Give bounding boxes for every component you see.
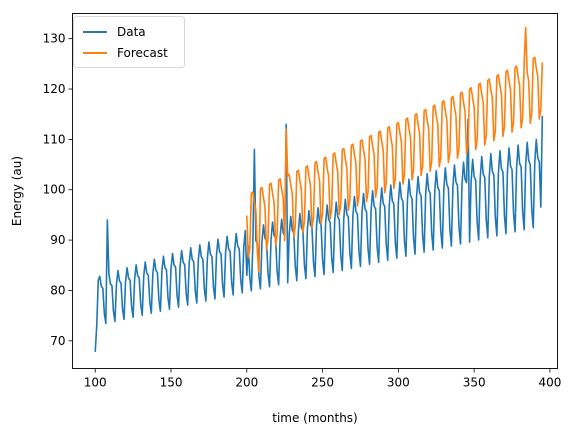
x-axis-label: time (months) [272, 411, 358, 425]
legend: Data Forecast [73, 16, 185, 68]
y-tick-label: 100 [43, 183, 66, 197]
series-layer [94, 26, 544, 352]
x-tick-label: 100 [84, 376, 107, 390]
y-tick-label: 90 [50, 233, 65, 247]
x-tick-label: 250 [311, 376, 334, 390]
y-tick-label: 80 [50, 283, 65, 297]
legend-box [73, 16, 185, 68]
y-axis-label: Energy (au) [10, 156, 24, 226]
x-tick-label: 200 [235, 376, 258, 390]
plot-frame [72, 13, 558, 369]
legend-label-data: Data [117, 25, 146, 39]
y-tick-label: 120 [43, 82, 66, 96]
series-line-forecast [246, 26, 544, 273]
y-tick-label: 130 [43, 32, 66, 46]
x-tick-label: 150 [160, 376, 183, 390]
y-tick-label: 110 [43, 132, 66, 146]
x-tick-label: 400 [538, 376, 561, 390]
y-axis-ticks: 70 80 90 100 110 120 130 [43, 32, 73, 348]
y-tick-label: 70 [50, 334, 65, 348]
x-axis-ticks: 100 150 200 250 300 350 400 [84, 368, 561, 390]
x-tick-label: 350 [463, 376, 486, 390]
legend-label-forecast: Forecast [117, 46, 168, 60]
x-tick-label: 300 [387, 376, 410, 390]
